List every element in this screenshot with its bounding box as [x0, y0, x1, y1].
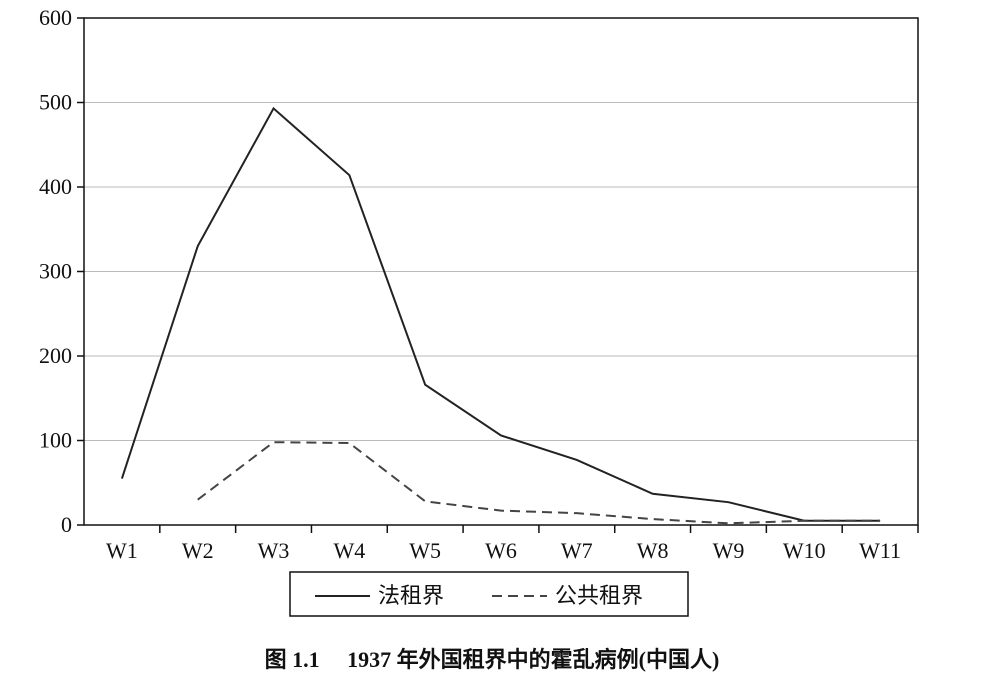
y-tick-label: 500 [39, 90, 72, 115]
y-tick-label: 200 [39, 343, 72, 368]
plot-frame [83, 17, 919, 526]
legend-box [289, 571, 689, 617]
x-tick-label: W9 [713, 538, 745, 563]
legend-label: 公共租界 [555, 583, 643, 608]
figure-caption: 图 1.1 1937 年外国租界中的霍乱病例(中国人) [264, 647, 720, 672]
y-tick-label: 100 [39, 428, 72, 453]
x-tick-label: W1 [106, 538, 138, 563]
legend-label: 法租界 [378, 583, 444, 608]
y-tick-label: 0 [61, 512, 72, 537]
series-line-2 [197, 441, 881, 525]
x-tick-label: W3 [258, 538, 290, 563]
y-tick-label: 400 [39, 174, 72, 199]
y-tick-label: 600 [39, 5, 72, 30]
x-tick-label: W2 [182, 538, 214, 563]
x-tick-label: W4 [333, 538, 365, 563]
line-chart: 0 100 200 300 400 500 600 W1 W2 W3 W4 W5 W6 W7 W8 W9 W10… [39, 5, 919, 617]
y-tick-label: 300 [39, 259, 72, 284]
x-tick-label: W7 [561, 538, 593, 563]
x-tick-label: W5 [409, 538, 441, 563]
x-tick-label: W10 [783, 538, 826, 563]
x-tick-label: W11 [859, 538, 901, 563]
x-tick-label: W6 [485, 538, 517, 563]
x-tick-label: W8 [637, 538, 669, 563]
series-line-1 [120, 106, 881, 522]
